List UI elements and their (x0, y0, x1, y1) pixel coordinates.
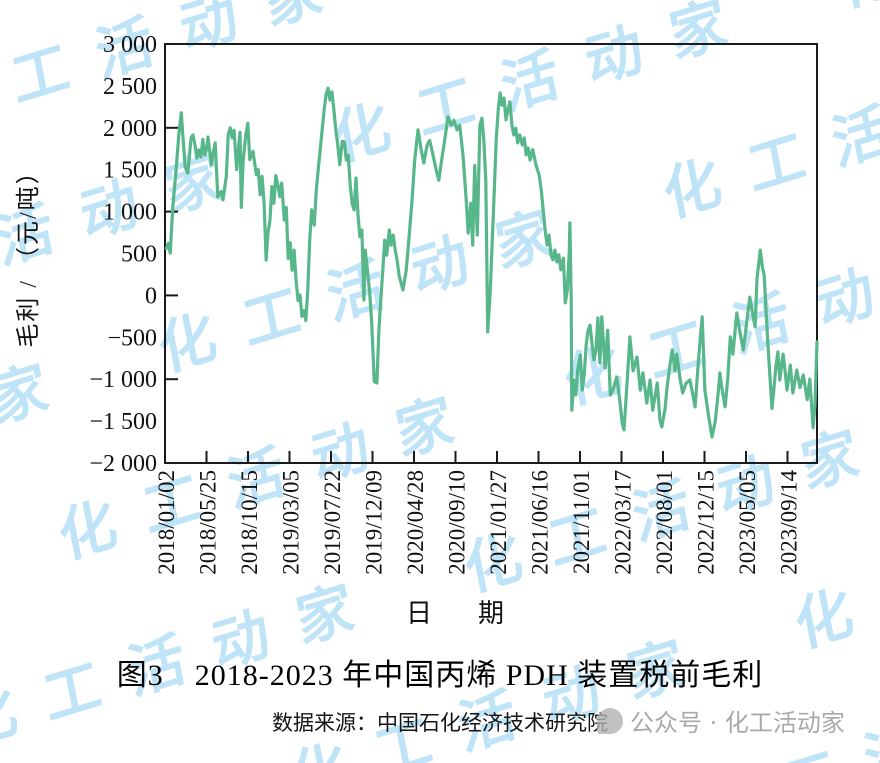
y-tick-label: −500 (107, 325, 157, 351)
y-tick-label: 0 (145, 283, 157, 309)
x-tick-label: 2022/08/01 (652, 470, 677, 575)
x-tick-label: 2020/09/10 (445, 470, 470, 575)
y-tick-label: 1 500 (103, 158, 157, 184)
x-tick-label: 2019/03/05 (279, 470, 304, 575)
x-tick-label: 2023/09/14 (777, 470, 802, 575)
x-tick-label: 2020/04/28 (403, 470, 428, 575)
figure-caption: 图3 2018-2023 年中国丙烯 PDH 装置税前毛利 (116, 659, 764, 692)
data-source: 数据来源：中国石化经济技术研究院 (272, 711, 608, 735)
x-tick-label: 2022/03/17 (611, 470, 636, 575)
x-tick-label: 2021/06/16 (528, 470, 553, 575)
x-tick-label: 2019/07/22 (320, 470, 345, 575)
y-tick-label: 2 000 (103, 116, 157, 142)
y-tick-label: 3 000 (103, 32, 157, 58)
y-tick-label: 2 500 (103, 74, 157, 100)
watermark-badge: 公众号 · 化工活动家 (597, 703, 845, 738)
x-tick-label: 2021/01/27 (486, 470, 511, 575)
plot-frame (164, 43, 818, 464)
y-tick-label: 500 (121, 242, 157, 268)
y-axis-label: 毛利 / （元/吨） (15, 158, 42, 347)
gross-profit-series-line (164, 86, 819, 439)
x-tick-label: 2019/12/09 (362, 470, 387, 575)
wechat-account-logo-icon (597, 707, 623, 734)
x-tick-label: 2022/12/15 (694, 470, 719, 575)
x-tick-label: 2018/05/25 (196, 470, 221, 575)
watermark-badge-label: 公众号 · 化工活动家 (630, 709, 845, 737)
x-tick-label: 2018/10/15 (237, 470, 262, 575)
y-tick-label: 1 000 (103, 200, 157, 226)
y-tick-label: −1 500 (89, 409, 157, 435)
x-axis-label: 日 期 (406, 599, 514, 628)
x-tick-label: 2018/01/02 (154, 470, 179, 575)
y-tick-label: −2 000 (89, 451, 157, 477)
x-tick-label: 2021/11/01 (569, 470, 594, 574)
y-tick-label: −1 000 (89, 367, 157, 393)
x-tick-label: 2023/05/05 (735, 470, 760, 575)
profit-line-chart: 3 000 2 500 2 000 1 500 1 000 500 0 −500 −1 000 −… (15, 32, 819, 628)
